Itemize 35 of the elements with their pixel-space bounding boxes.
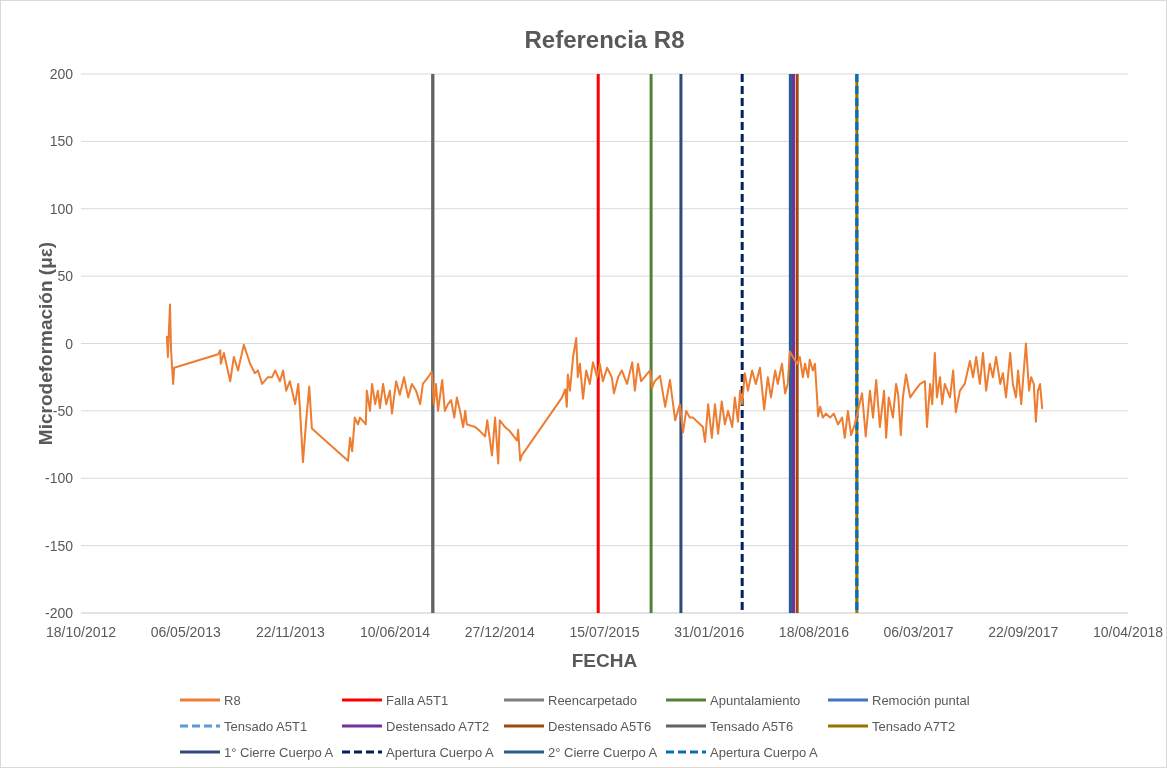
x-tick-label: 18/10/2012 [45,624,117,640]
legend-label: Destensado A7T2 [386,719,490,734]
y-tick-label: 100 [49,200,74,217]
x-tick-label: 22/09/2017 [988,624,1059,640]
x-tick-label: 06/05/2013 [150,624,221,640]
legend-label: R8 [224,693,241,708]
y-tick-label: 150 [49,133,74,150]
legend-label: 1° Cierre Cuerpo A [224,745,334,760]
x-tick-label: 22/11/2013 [255,624,326,640]
legend-label: Destensado A5T6 [548,719,652,734]
y-tick-label: -200 [44,605,74,621]
y-tick-label: -150 [44,537,74,554]
x-tick-label: 10/04/2018 [1092,624,1164,640]
x-tick-label: 15/07/2015 [569,624,640,640]
y-tick-label: 0 [65,335,74,352]
legend-label: Tensado A5T6 [710,719,794,734]
legend-label: Reencarpetado [548,693,637,708]
legend-label: Tensado A5T1 [224,719,308,734]
y-tick-label: 50 [57,268,74,285]
legend-label: Remoción puntal [872,693,970,708]
legend-label: Falla A5T1 [386,693,449,708]
x-tick-label: 27/12/2014 [464,624,536,640]
y-tick-label: 200 [49,66,74,82]
x-tick-label: 10/06/2014 [360,624,431,640]
legend-label: 2° Cierre Cuerpo A [548,745,658,760]
chart-title: Referencia R8 [524,26,685,53]
x-axis-title: FECHA [571,650,638,671]
legend-label: Apertura Cuerpo A [710,745,818,760]
x-tick-label: 18/08/2016 [778,624,850,640]
x-tick-label: 06/03/2017 [883,624,954,640]
y-tick-label: -100 [44,470,74,487]
legend-label: Tensado A7T2 [872,719,956,734]
legend-label: Apertura Cuerpo A [386,745,494,760]
legend-label: Apuntalamiento [710,693,801,708]
x-tick-label: 31/01/2016 [674,624,745,640]
